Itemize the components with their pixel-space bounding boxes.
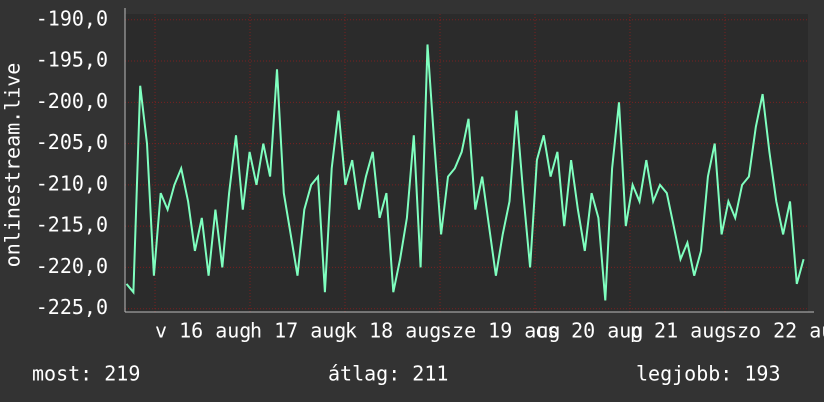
stat-best: legjobb: 193 bbox=[636, 362, 781, 386]
y-tick-label: -220,0 bbox=[36, 254, 108, 278]
x-tick-label: h 17 aug bbox=[250, 319, 346, 343]
x-tick-label: sze 19 aug bbox=[440, 319, 560, 343]
x-tick-label: p 21 aug bbox=[630, 319, 726, 343]
y-tick-label: -205,0 bbox=[36, 130, 108, 154]
y-axis-label: onlinestream.live bbox=[1, 63, 25, 268]
y-tick-label: -215,0 bbox=[36, 213, 108, 237]
y-tick-label: -195,0 bbox=[36, 48, 108, 72]
x-tick-label: v 16 aug bbox=[155, 319, 251, 343]
y-tick-label: -210,0 bbox=[36, 171, 108, 195]
x-tick-label: k 18 aug bbox=[345, 319, 441, 343]
y-tick-label: -200,0 bbox=[36, 89, 108, 113]
x-tick-label: cs 20 aug bbox=[535, 319, 643, 343]
y-tick-label: -190,0 bbox=[36, 6, 108, 30]
stat-current: most: 219 bbox=[32, 362, 140, 386]
stat-average: átlag: 211 bbox=[328, 362, 448, 386]
series-line bbox=[125, 44, 805, 301]
y-tick-label: -225,0 bbox=[36, 295, 108, 319]
x-tick-label: szo 22 aug bbox=[725, 319, 824, 343]
